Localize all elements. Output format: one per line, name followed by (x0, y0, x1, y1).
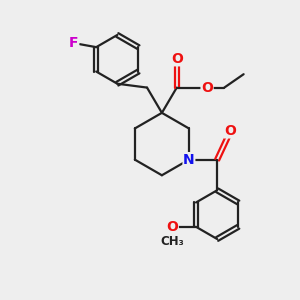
Text: O: O (166, 220, 178, 234)
Text: CH₃: CH₃ (160, 235, 184, 248)
Text: O: O (224, 124, 236, 138)
Text: N: N (183, 153, 195, 167)
Text: O: O (201, 81, 213, 94)
Text: O: O (171, 52, 183, 66)
Text: F: F (69, 36, 79, 50)
